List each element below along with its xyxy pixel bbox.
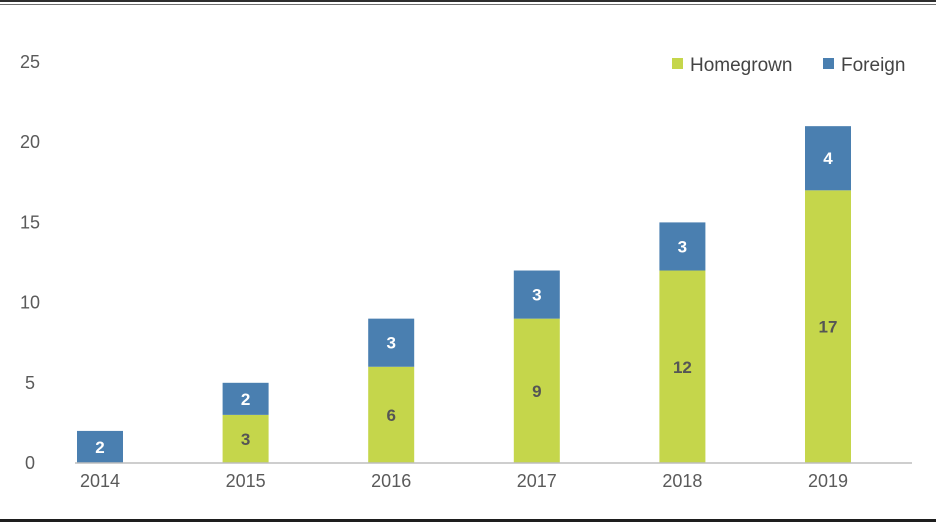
x-axis: 2014 2015 2016 2017 2018 2019 (80, 471, 848, 491)
bar-homegrown-2016 (368, 366, 415, 463)
data-label: 17 (819, 318, 838, 337)
x-tick-label: 2015 (226, 471, 266, 491)
data-label: 2 (241, 390, 250, 409)
y-tick-label: 0 (25, 453, 35, 473)
data-label: 6 (386, 406, 395, 425)
legend: Homegrown Foreign (672, 55, 905, 76)
data-label: 3 (678, 237, 687, 256)
data-label: 3 (241, 430, 250, 449)
data-label: 3 (386, 334, 395, 353)
bottom-border (0, 519, 936, 522)
data-label: 12 (673, 358, 692, 377)
bar-foreign-2018 (659, 222, 706, 271)
y-tick-label: 25 (20, 52, 40, 72)
y-axis: 0 5 10 15 20 25 (20, 52, 40, 473)
bar-homegrown-2018 (659, 270, 706, 463)
data-label: 4 (823, 149, 833, 168)
top-border (0, 0, 936, 2)
top-border-thin (0, 4, 936, 5)
bar-foreign-2017 (513, 270, 560, 319)
y-tick-label: 10 (20, 293, 40, 313)
bar-foreign-2014 (77, 430, 123, 463)
data-label: 3 (532, 286, 541, 305)
legend-label-homegrown: Homegrown (690, 55, 792, 76)
bar-homegrown-2015 (222, 414, 269, 463)
legend-swatch-homegrown (672, 58, 683, 69)
y-tick-label: 5 (25, 373, 35, 393)
bar-homegrown-2019 (805, 190, 851, 463)
y-tick-label: 15 (20, 212, 40, 232)
bar-foreign-2015 (222, 382, 269, 415)
data-label: 9 (532, 382, 541, 401)
legend-swatch-foreign (823, 58, 834, 69)
x-tick-label: 2017 (517, 471, 557, 491)
bar-foreign-2019 (805, 126, 851, 191)
bars: 2 3 2 6 3 9 3 12 3 17 4 (77, 126, 851, 463)
legend-label-foreign: Foreign (841, 55, 905, 76)
y-tick-label: 20 (20, 132, 40, 152)
x-tick-label: 2016 (371, 471, 411, 491)
data-label: 2 (95, 438, 104, 457)
x-tick-label: 2018 (662, 471, 702, 491)
x-tick-label: 2019 (808, 471, 848, 491)
bar-foreign-2016 (368, 318, 415, 367)
bar-homegrown-2017 (513, 318, 560, 463)
x-tick-label: 2014 (80, 471, 120, 491)
